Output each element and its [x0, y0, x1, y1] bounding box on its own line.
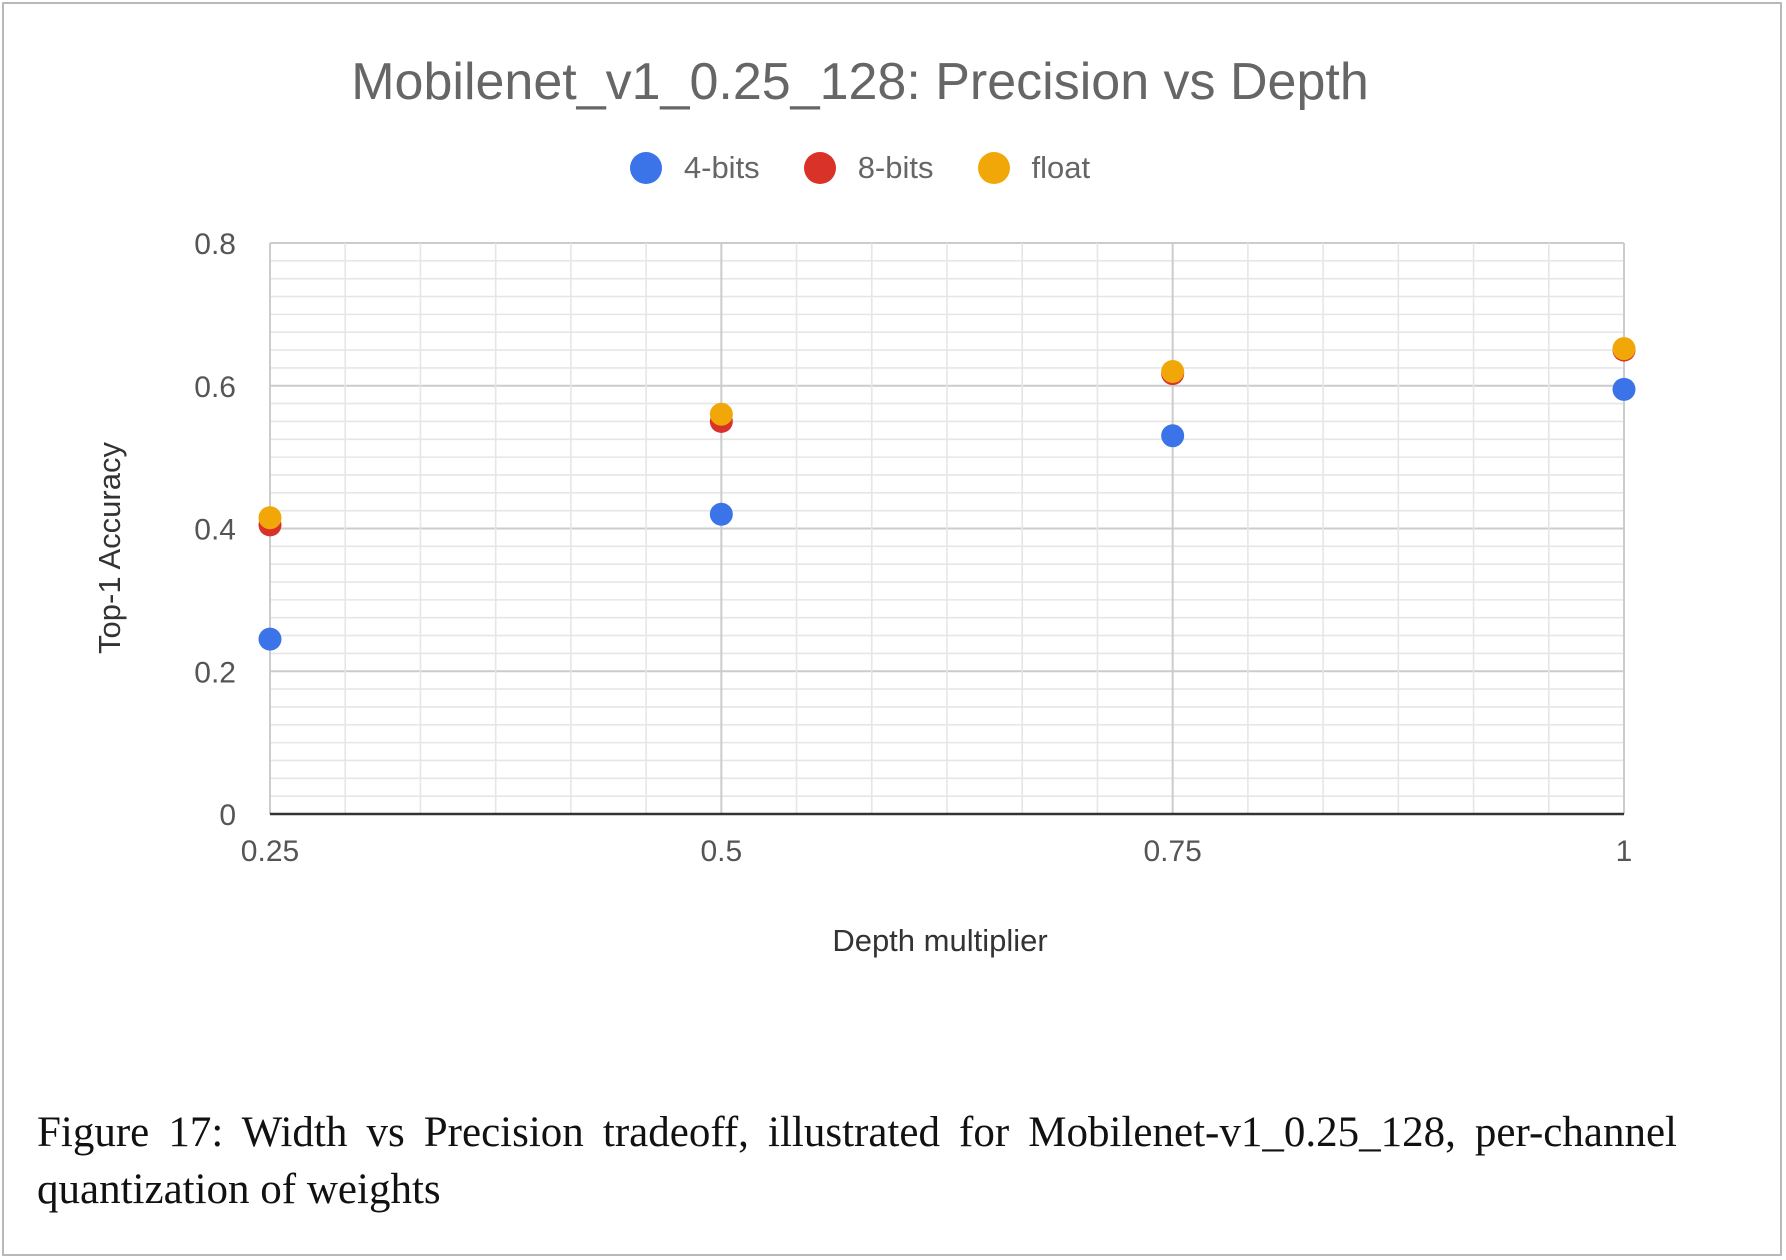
data-point-float: [709, 402, 733, 426]
x-tick-label: 0.25: [241, 835, 299, 868]
data-point-float: [258, 506, 282, 530]
chart-legend: 4-bits 8-bits float: [0, 150, 1720, 186]
legend-label-4-bits: 4-bits: [683, 150, 760, 185]
legend-label-float: float: [1031, 150, 1091, 185]
y-axis-label: Top-1 Accuracy: [92, 442, 127, 654]
data-point-4-bits: [1161, 424, 1185, 448]
legend-item-float: float: [977, 150, 1091, 186]
data-point-4-bits: [709, 502, 733, 526]
legend-marker-float: [977, 152, 1010, 184]
scatter-chart: 0 0.2 0.4 0.6 0.8 0.25 0.5 0.75 1 Depth multipli…: [92, 228, 1636, 958]
legend-item-4-bits: 4-bits: [629, 150, 760, 186]
tick-labels: 0 0.2 0.4 0.6 0.8 0.25 0.5 0.75 1: [194, 228, 1632, 868]
y-tick-label: 0.4: [194, 514, 236, 547]
figure-caption: Figure 17: Width vs Precision tradeoff, …: [37, 1109, 1677, 1213]
data-points: [258, 337, 1636, 651]
x-tick-label: 0.5: [700, 835, 742, 868]
legend-marker-4-bits: [629, 152, 662, 184]
legend-marker-8-bits: [803, 152, 836, 184]
x-tick-label: 0.75: [1143, 835, 1201, 868]
legend-item-8-bits: 8-bits: [803, 150, 934, 186]
x-tick-label: 1: [1616, 835, 1633, 868]
data-point-float: [1612, 337, 1636, 361]
data-point-4-bits: [1612, 377, 1636, 401]
y-tick-label: 0: [219, 799, 236, 832]
chart-title: Mobilenet_v1_0.25_128: Precision vs Dept…: [351, 53, 1369, 111]
y-tick-label: 0.2: [194, 656, 236, 689]
data-point-4-bits: [258, 627, 282, 651]
data-point-float: [1161, 359, 1185, 383]
x-axis-label: Depth multiplier: [832, 923, 1047, 958]
legend-label-8-bits: 8-bits: [857, 150, 934, 185]
grid: [269, 242, 1625, 814]
y-tick-label: 0.6: [194, 371, 236, 404]
y-tick-label: 0.8: [194, 228, 236, 261]
